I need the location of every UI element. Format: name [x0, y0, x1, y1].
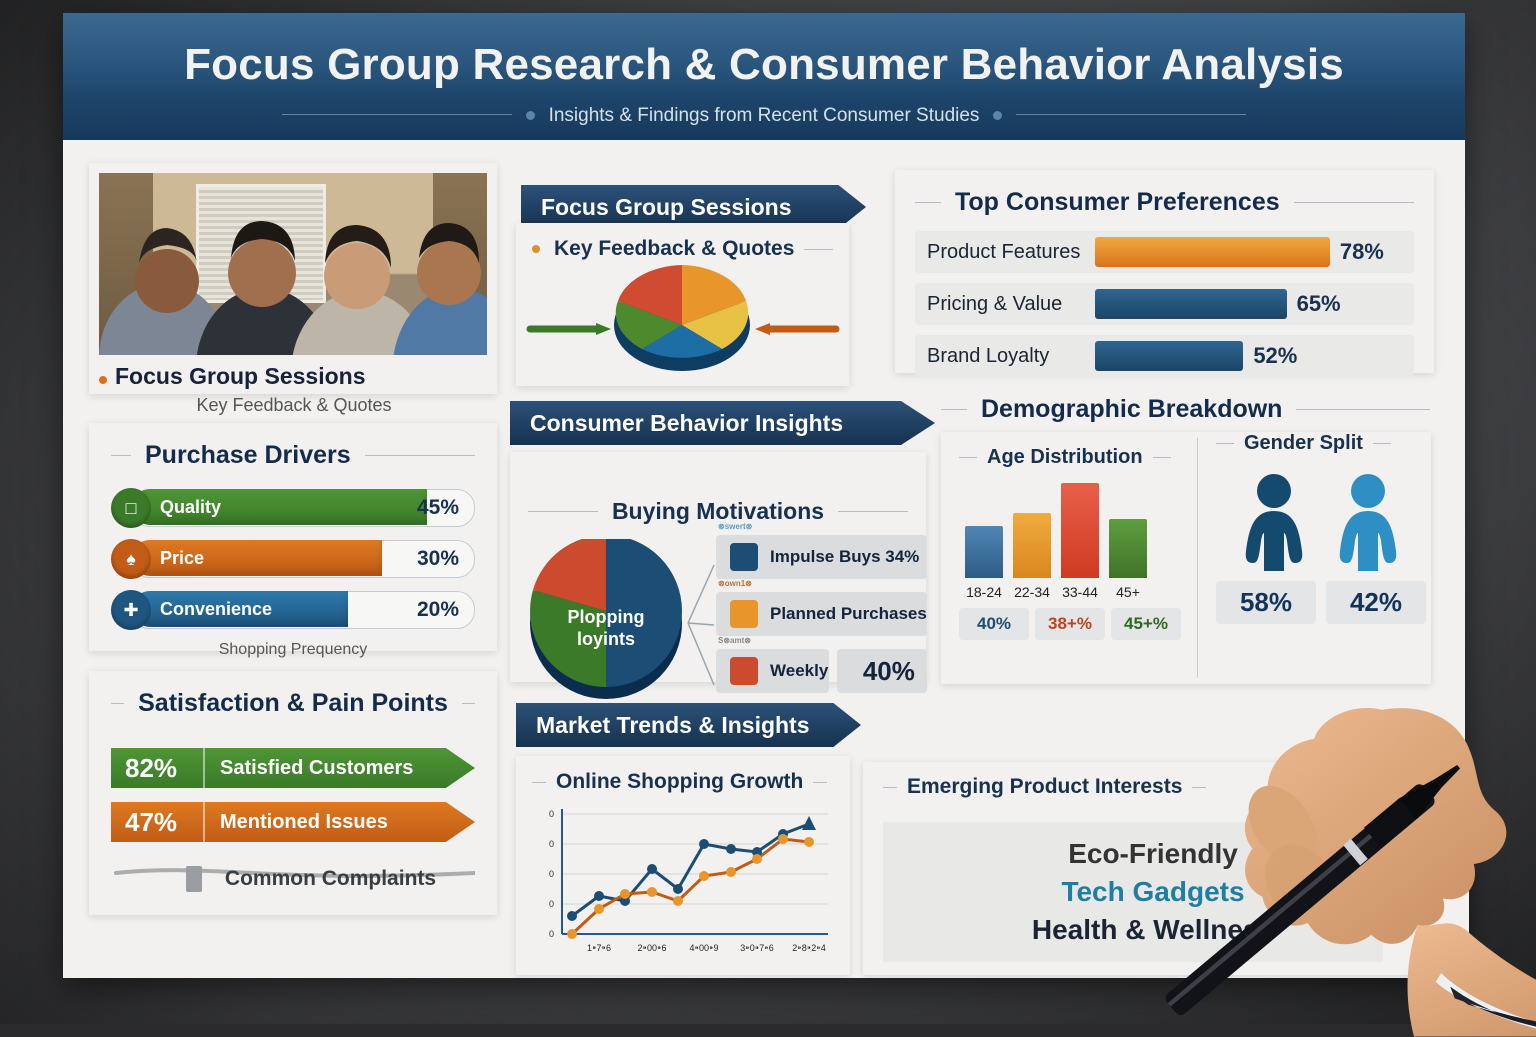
svg-text:loyints: loyints [577, 629, 635, 649]
svg-text:0: 0 [549, 899, 554, 909]
svg-text:2⁍00⁍6: 2⁍00⁍6 [637, 943, 666, 953]
svg-text:2⁍8⁍2⁍4: 2⁍8⁍2⁍4 [792, 943, 826, 953]
svg-text:0: 0 [549, 809, 554, 819]
svg-text:1⁍7⁍6: 1⁍7⁍6 [587, 943, 611, 953]
svg-text:3⁍0⁍7⁍6: 3⁍0⁍7⁍6 [740, 943, 774, 953]
svg-text:0: 0 [549, 869, 554, 879]
svg-text:0: 0 [549, 839, 554, 849]
svg-text:0: 0 [549, 929, 554, 939]
svg-text:4⁍00⁍9: 4⁍00⁍9 [689, 943, 718, 953]
svg-text:Plopping: Plopping [568, 607, 645, 627]
